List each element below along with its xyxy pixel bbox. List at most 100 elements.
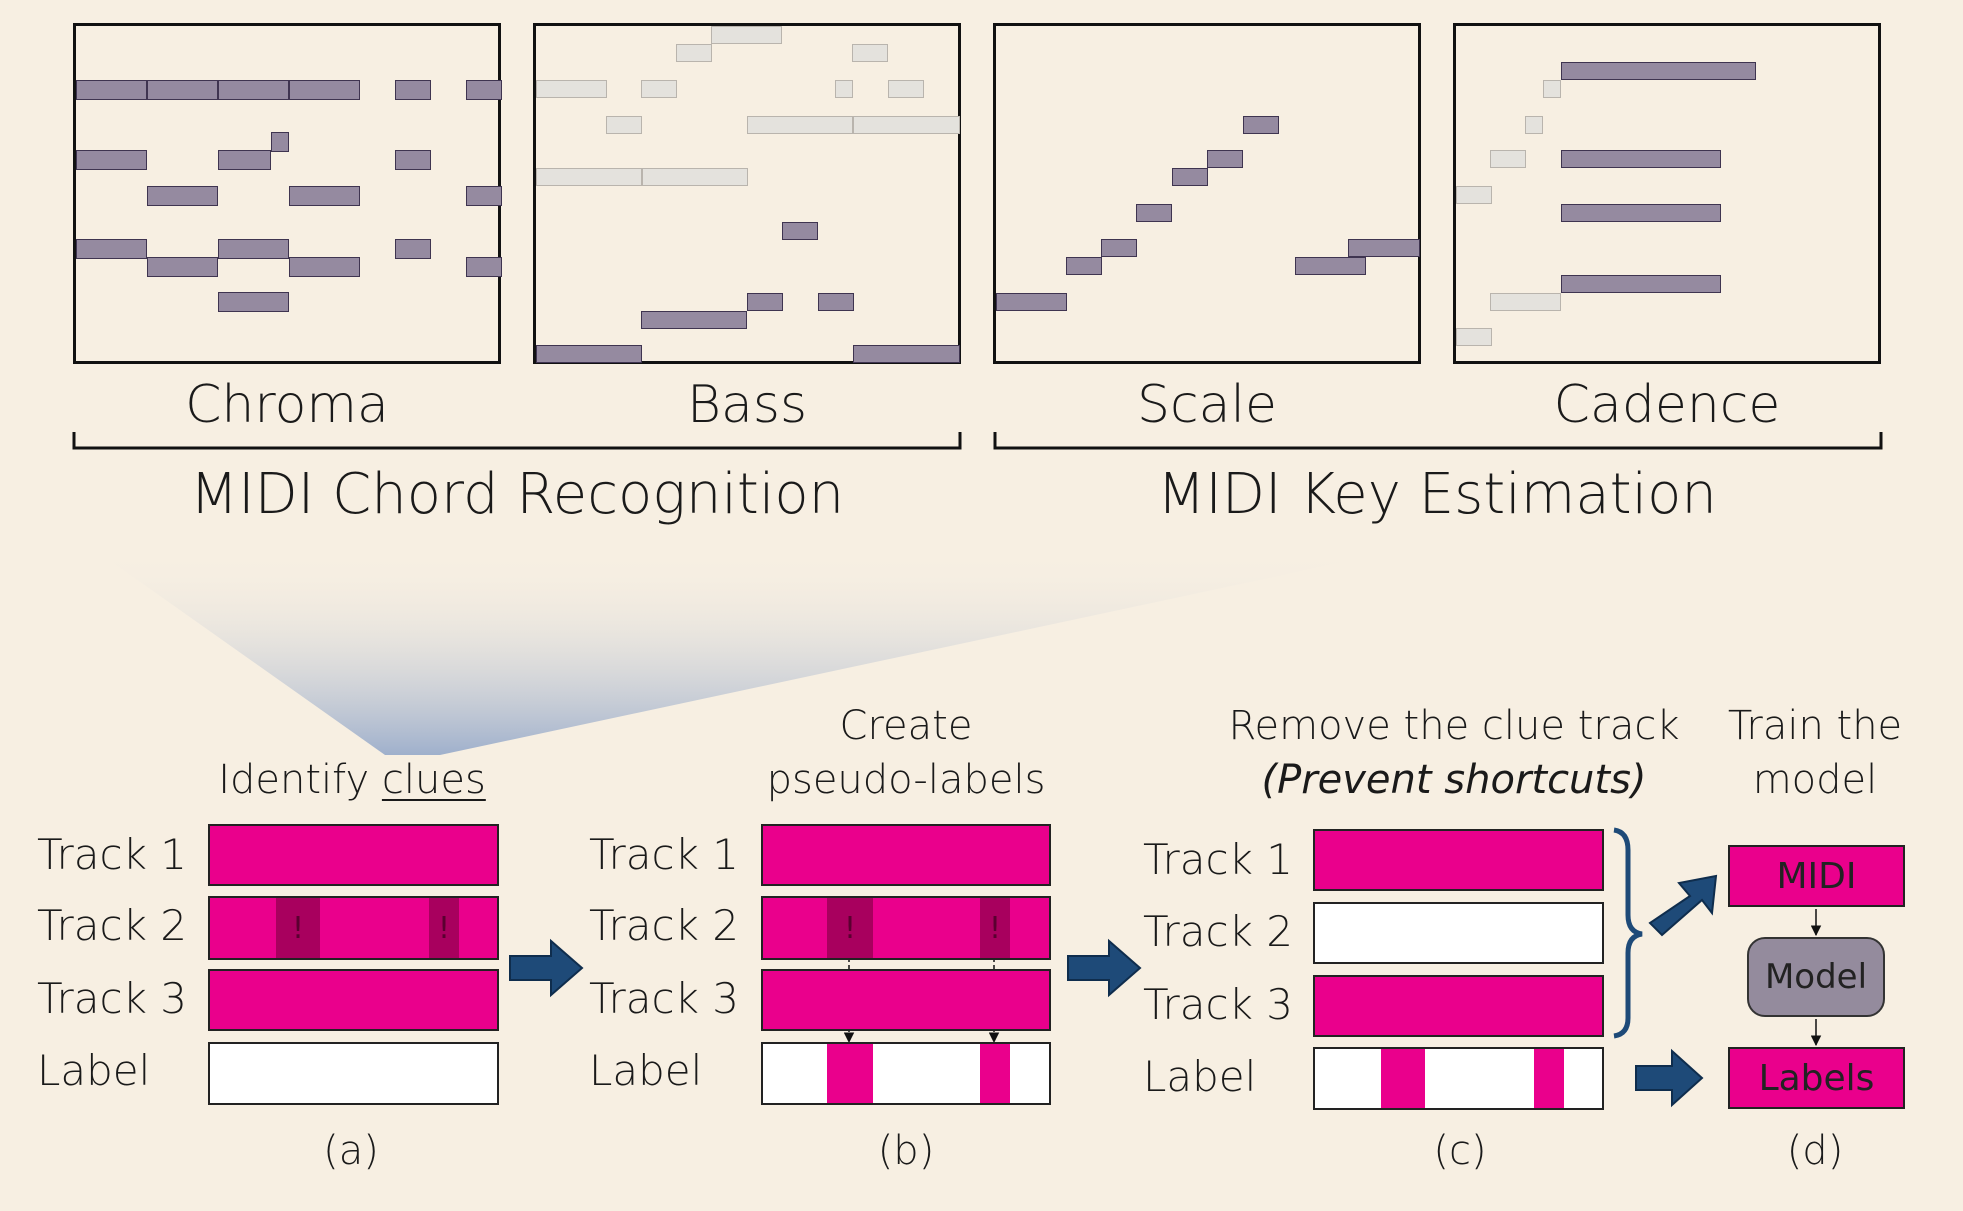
track3-bar (208, 969, 499, 1031)
step-a-title-text: Identify (218, 757, 370, 803)
note (1295, 257, 1366, 275)
note (395, 239, 431, 259)
track2-label: Track 2 (37, 901, 187, 950)
ghost-note (676, 44, 712, 62)
bass-pianoroll (533, 23, 961, 364)
note (1561, 275, 1721, 293)
track3-label: Track 3 (37, 974, 187, 1023)
track3-bar (761, 969, 1051, 1031)
ghost-note (1490, 150, 1526, 168)
step-c-caption: (c) (1433, 1128, 1487, 1174)
removed-track2-bar (1313, 902, 1604, 964)
label-row-label: Label (589, 1046, 703, 1095)
ghost-note (1490, 293, 1561, 311)
step-a-title-clues: clues (381, 757, 486, 803)
note (1207, 150, 1243, 168)
step-b-caption: (b) (877, 1128, 935, 1174)
ghost-note (711, 26, 782, 44)
step-d-title-line1: Train the (1727, 703, 1903, 749)
midi-box: MIDI (1728, 845, 1905, 907)
cadence-pianoroll (1453, 23, 1881, 364)
note (466, 80, 502, 100)
cadence-label: Cadence (1553, 375, 1781, 435)
note (395, 150, 431, 170)
label-row-label: Label (1143, 1052, 1257, 1101)
note (1172, 168, 1208, 186)
chroma-pianoroll (73, 23, 502, 364)
clue-marker: ! (276, 898, 320, 958)
step-a-title: Identify clues (218, 753, 486, 807)
track3-label: Track 3 (589, 974, 739, 1023)
note (782, 222, 818, 240)
note (271, 132, 289, 152)
note (466, 257, 502, 277)
labels-box: Labels (1728, 1047, 1905, 1109)
bass-label: Bass (686, 375, 808, 435)
ghost-note (853, 116, 960, 134)
model-box: Model (1747, 937, 1885, 1017)
note (218, 239, 289, 259)
scale-pianoroll (993, 23, 1421, 364)
note (76, 239, 147, 259)
track2-label: Track 2 (589, 901, 739, 950)
note (289, 80, 360, 100)
step-d-caption: (d) (1786, 1128, 1844, 1174)
ghost-note (1456, 328, 1492, 346)
note (466, 186, 502, 206)
note (76, 150, 147, 170)
step-c-title-line2: (Prevent shortcuts) (1261, 757, 1647, 803)
track1-label: Track 1 (589, 830, 739, 879)
ghost-note (1543, 80, 1561, 98)
note (853, 345, 960, 363)
tracks-brace (1613, 827, 1643, 1039)
note (289, 257, 360, 277)
step-d-title: Train the model (1728, 699, 1902, 807)
note (1136, 204, 1172, 222)
clue-marker: ! (827, 898, 873, 958)
note (218, 150, 271, 170)
chord-recognition-label: MIDI Chord Recognition (189, 462, 845, 527)
step-b-title-line1: Create (839, 703, 973, 749)
ghost-note (1525, 116, 1543, 134)
ghost-note (747, 116, 853, 134)
step-c-title: Remove the clue track (Prevent shortcuts… (1229, 699, 1680, 807)
track1-label: Track 1 (1143, 835, 1293, 884)
track2-bar: ! ! (761, 896, 1051, 960)
ghost-note (642, 168, 748, 186)
ghost-note (835, 80, 853, 98)
note (1243, 116, 1279, 134)
note (996, 293, 1067, 311)
arrow-b-to-c (1067, 938, 1142, 998)
note (218, 80, 289, 100)
note (1561, 62, 1756, 80)
label-row-label: Label (37, 1046, 151, 1095)
ghost-note (1456, 186, 1492, 204)
note (1101, 239, 1137, 257)
step-d-title-line2: model (1752, 757, 1878, 803)
ghost-note (536, 168, 642, 186)
ghost-note (606, 116, 642, 134)
note (76, 80, 147, 100)
ghost-note (536, 80, 607, 98)
arrow-label-to-labels (1635, 1048, 1704, 1108)
pseudo-label-segment (1534, 1049, 1564, 1108)
chroma-label: Chroma (185, 375, 389, 435)
note (536, 345, 642, 363)
note (747, 293, 783, 311)
step-a-caption: (a) (323, 1128, 379, 1174)
note (1561, 150, 1721, 168)
track3-bar (1313, 975, 1604, 1037)
note (641, 311, 747, 329)
track2-bar: ! ! (208, 896, 499, 960)
note (147, 80, 218, 100)
scale-label: Scale (1137, 375, 1277, 435)
step-b-title-line2: pseudo-labels (766, 757, 1046, 803)
note (218, 292, 289, 312)
track1-bar (761, 824, 1051, 886)
track1-bar (1313, 829, 1604, 891)
note (395, 80, 431, 100)
note (147, 257, 218, 277)
step-b-title: Create pseudo-labels (767, 699, 1046, 807)
ghost-note (641, 80, 677, 98)
